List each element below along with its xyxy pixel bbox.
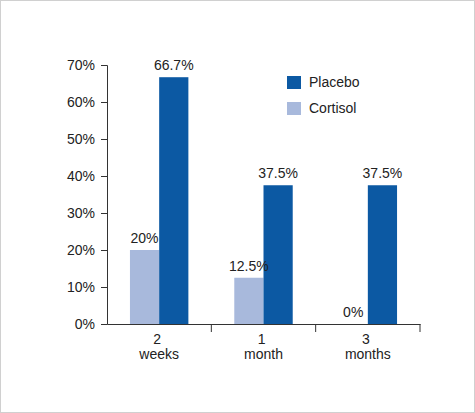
y-tick: 50% (67, 131, 107, 147)
y-tick: 20% (67, 242, 107, 258)
y-tick-mark (101, 250, 107, 251)
legend-label: Placebo (309, 74, 360, 90)
y-tick: 70% (67, 57, 107, 73)
x-tick-label: 3 months (345, 331, 391, 362)
y-tick-mark (101, 139, 107, 140)
y-tick-label: 0% (75, 316, 95, 332)
x-axis-line (108, 324, 421, 325)
x-tick-label: 1 month (244, 331, 283, 362)
y-tick-label: 40% (67, 168, 95, 184)
legend: Placebo Cortisol (287, 74, 360, 116)
data-label: 66.7% (154, 57, 194, 73)
y-tick-label: 60% (67, 94, 95, 110)
y-tick-mark (101, 102, 107, 103)
y-tick-mark (101, 213, 107, 214)
frame (1, 1, 475, 413)
y-tick: 10% (67, 279, 107, 295)
y-tick-label: 10% (67, 279, 95, 295)
bar (234, 278, 263, 324)
y-tick-mark (101, 324, 107, 325)
legend-swatch (287, 102, 301, 115)
x-tick: 3 months (345, 331, 391, 362)
y-axis-line (101, 66, 108, 325)
bar (264, 185, 293, 324)
y-tick-label: 70% (67, 57, 95, 73)
y-tick: 0% (75, 316, 107, 332)
bar (130, 250, 159, 324)
y-tick: 60% (67, 94, 107, 110)
y-tick-label: 20% (67, 242, 95, 258)
data-label: 0% (343, 304, 363, 320)
category-separator (420, 324, 421, 332)
y-tick: 40% (67, 168, 107, 184)
y-tick-label: 30% (67, 205, 95, 221)
category-separators (211, 324, 420, 332)
y-tick-mark (101, 287, 107, 288)
data-label: 20% (131, 230, 159, 246)
x-tick: 2 weeks (138, 331, 179, 362)
bar (339, 324, 368, 325)
y-axis: 0% 10% 20% 30% 40% 50% 60% 70% (67, 57, 108, 332)
bar (368, 185, 397, 324)
category-separator (315, 324, 316, 332)
legend-swatch (287, 76, 301, 89)
y-tick-label: 50% (67, 131, 95, 147)
data-label: 37.5% (363, 165, 403, 181)
bars (130, 77, 397, 324)
data-label: 12.5% (229, 258, 269, 274)
chart: 20% 12.5% 0% 66.7% 37.5% 37.5% 0% 10% 20% 30% 40% 5… (0, 0, 475, 413)
bar (159, 77, 188, 324)
x-axis: 2 weeks 1 month 3 months (108, 325, 421, 363)
data-label: 37.5% (258, 165, 298, 181)
y-tick: 30% (67, 205, 107, 221)
x-tick: 1 month (244, 331, 283, 362)
y-tick-mark (101, 176, 107, 177)
legend-label: Cortisol (309, 100, 356, 116)
x-tick-label: 2 weeks (138, 331, 179, 362)
y-tick-mark (101, 65, 107, 66)
data-labels: 20% 12.5% 0% 66.7% 37.5% 37.5% (131, 57, 403, 320)
category-separator (211, 324, 212, 332)
